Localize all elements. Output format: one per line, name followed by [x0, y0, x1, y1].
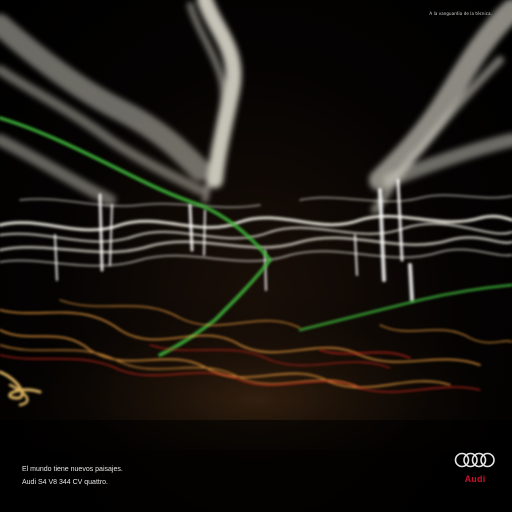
tagline-text: A la vanguardia de la técnica. [429, 11, 492, 16]
vertical-light-spikes [54, 178, 414, 302]
tagline: A la vanguardia de la técnica. [429, 11, 492, 16]
four-rings-icon [454, 452, 495, 468]
white-streaks [0, 0, 512, 214]
red-streaks [0, 344, 481, 393]
orange-streaks [0, 299, 512, 407]
brand-name: Audi [464, 474, 486, 484]
headline-line-2: Audi S4 V8 344 CV quattro. [22, 479, 108, 486]
headline: El mundo tiene nuevos paisajes. Audi S4 … [22, 463, 123, 489]
audi-rings-logo [453, 450, 497, 490]
lower-darkness [0, 420, 512, 512]
headline-line-1: El mundo tiene nuevos paisajes. [22, 466, 123, 473]
green-streak [0, 116, 512, 357]
